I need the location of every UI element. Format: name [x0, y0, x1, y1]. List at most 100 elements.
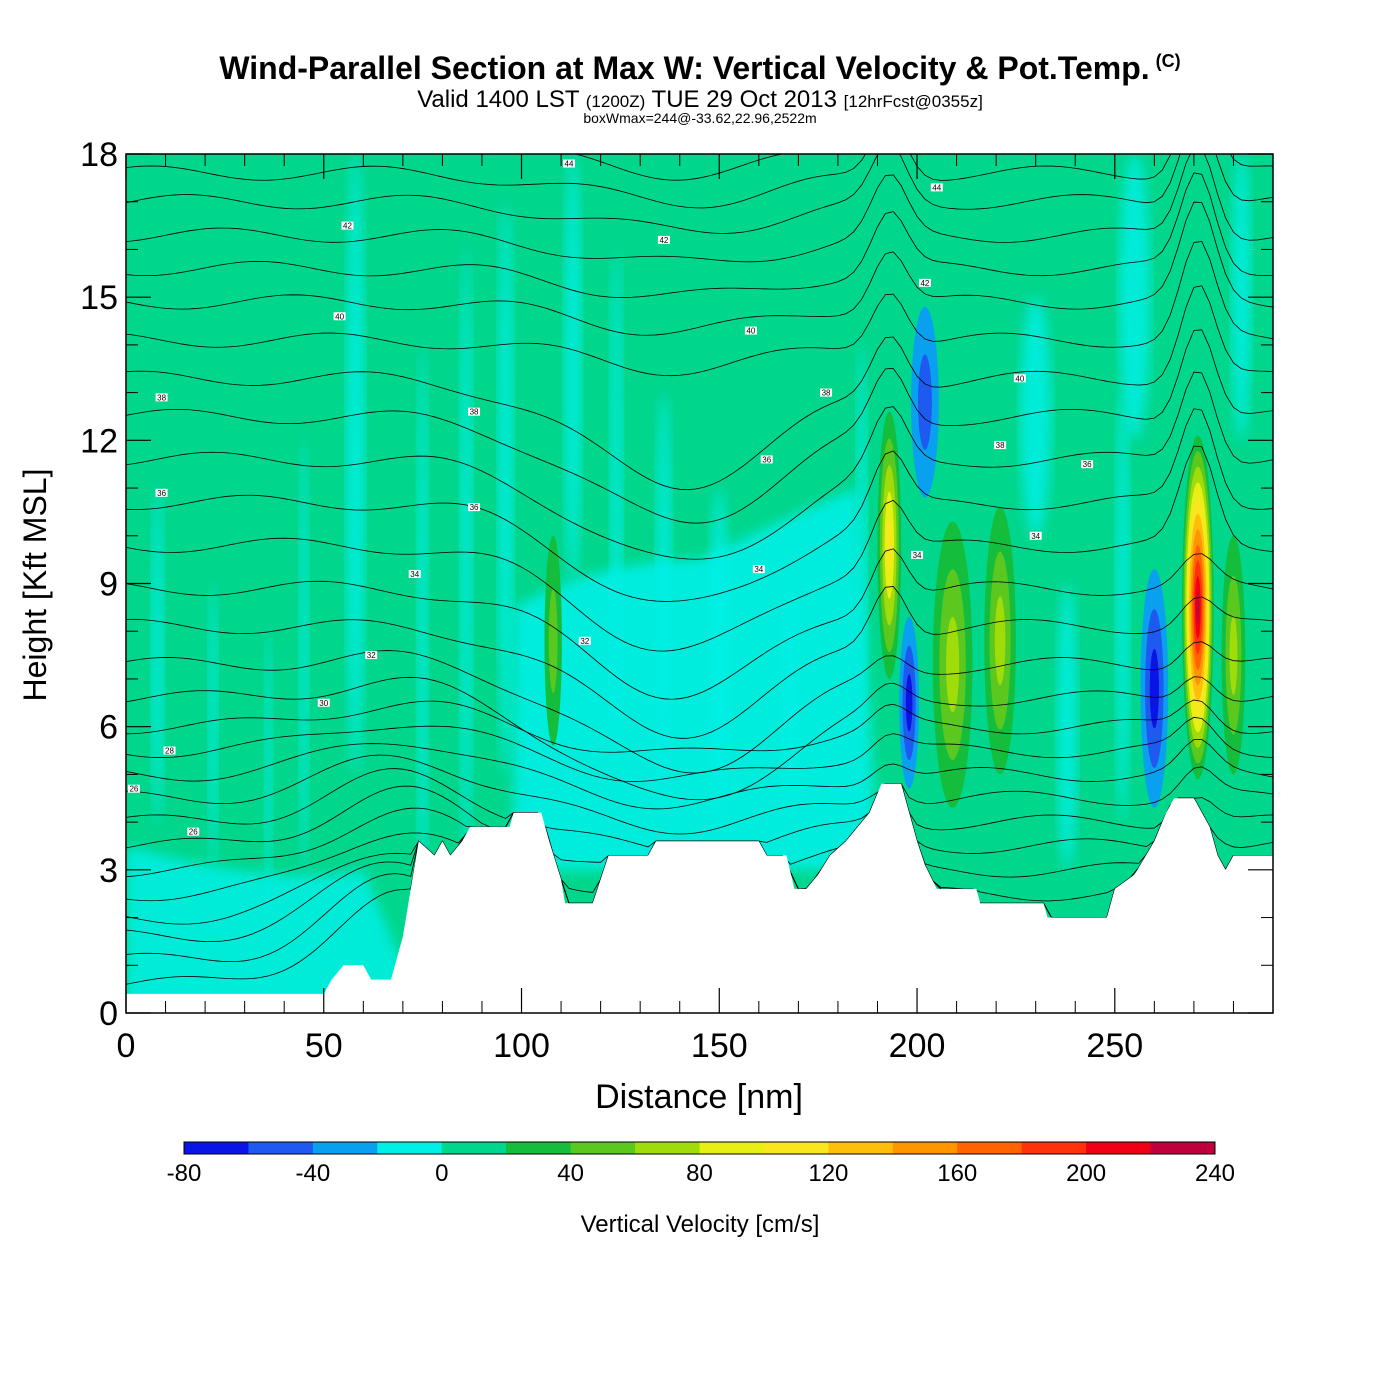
colorbar-swatch [892, 1142, 958, 1154]
theta-label: 32 [580, 637, 589, 646]
x-tick-label: 50 [305, 1027, 343, 1065]
theta-isentrope [126, 172, 1273, 298]
velocity-cell-contour [1196, 591, 1200, 623]
theta-isentrope [126, 154, 1273, 263]
colorbar-swatch [1086, 1142, 1152, 1154]
theta-label: 44 [565, 160, 574, 169]
y-tick-label: 6 [99, 709, 118, 747]
velocity-cell-contour [886, 518, 892, 573]
colorbar-label: Vertical Velocity [cm/s] [581, 1211, 820, 1238]
colorbar-tick-label: 240 [1195, 1160, 1235, 1187]
theta-label-box [365, 651, 378, 660]
colorbar-tick-label: 80 [686, 1160, 713, 1187]
theta-label-box [468, 407, 481, 416]
theta-isentrope [126, 371, 1273, 560]
theta-label: 38 [157, 393, 166, 402]
colorbar-tick-label: 40 [557, 1160, 584, 1187]
velocity-cell-contour [994, 596, 1006, 686]
colorbar-frame [183, 1141, 1216, 1155]
velocity-streak [208, 583, 218, 870]
velocity-streak [1118, 154, 1151, 441]
theta-isentrope [126, 754, 1273, 835]
velocity-cell-contour [946, 616, 960, 713]
theta-label: 42 [920, 279, 929, 288]
colorbar-tick-label: 160 [937, 1160, 977, 1187]
velocity-cell-contour [1229, 615, 1238, 695]
theta-label-box [468, 503, 481, 512]
theta-label-box [994, 441, 1007, 450]
y-tick-label: 18 [80, 136, 118, 174]
colorbar-tick-label: 0 [435, 1160, 448, 1187]
chart-title: Wind-Parallel Section at Max W: Vertical… [219, 50, 1181, 86]
terrain [126, 783, 1273, 1013]
theta-isentrope [126, 699, 1273, 753]
theta-label-box [911, 550, 924, 559]
theta-label-box [760, 455, 773, 464]
theta-label-box [155, 488, 168, 497]
theta-label-box [918, 278, 931, 287]
y-tick-label: 0 [99, 995, 118, 1033]
theta-label: 30 [319, 699, 328, 708]
colorbar-tick-label: 120 [808, 1160, 848, 1187]
theta-label: 36 [470, 503, 479, 512]
velocity-streak [264, 631, 273, 918]
colorbar-swatch [441, 1142, 507, 1154]
theta-label-box [317, 698, 330, 707]
theta-label: 36 [762, 455, 771, 464]
velocity-streak [299, 440, 309, 870]
colorbar-swatch [184, 1142, 249, 1154]
theta-label-box [1013, 374, 1026, 383]
theta-isentrope [126, 641, 1273, 774]
theta-label: 34 [754, 565, 763, 574]
theta-label-box [1081, 460, 1094, 469]
theta-isentrope [126, 738, 1273, 810]
theta-label: 26 [129, 785, 138, 794]
theta-isentrope [126, 586, 1273, 739]
theta-label: 40 [746, 327, 755, 336]
theta-isentrope [126, 285, 1273, 491]
theta-label: 42 [343, 222, 352, 231]
theta-isentrope [126, 329, 1273, 524]
theta-labels: 44 44 42 42 42 40 40 40 38 38 38 38 36 36 36 36 34 34 34 34… [127, 159, 1094, 837]
theta-isentrope [126, 548, 1273, 700]
theta-isentrope [126, 154, 1273, 234]
colorbar-swatch [699, 1142, 765, 1154]
velocity-streak [1115, 392, 1130, 823]
theta-label: 40 [335, 312, 344, 321]
velocity-cell-contour [918, 354, 932, 450]
colorbar-swatch [248, 1142, 314, 1154]
velocity-cell-contour [1149, 648, 1159, 729]
theta-label: 42 [659, 236, 668, 245]
theta-isentrope [455, 154, 784, 181]
x-tick-label: 150 [691, 1027, 748, 1065]
colorbar-tick-labels: -80 -40 0 40 80 120 160 200 240 [167, 1160, 1235, 1187]
theta-label-box [127, 784, 140, 793]
theta-label-box [341, 221, 354, 230]
velocity-region [513, 488, 878, 870]
theta-label-box [744, 326, 757, 335]
theta-label: 32 [367, 651, 376, 660]
velocity-streak [151, 488, 164, 823]
theta-label-box [578, 636, 591, 645]
theta-label-box [820, 388, 833, 397]
x-axis: 0 50 100 150 200 250 [117, 154, 1234, 1065]
theta-label-box [333, 312, 346, 321]
theta-isentrope [126, 154, 1273, 209]
colorbar-swatch [1021, 1142, 1087, 1154]
x-tick-label: 100 [493, 1027, 550, 1065]
theta-isentrope [126, 676, 1273, 801]
velocity-streaks [126, 154, 1252, 1013]
x-tick-label: 200 [889, 1027, 946, 1065]
theta-label: 26 [189, 828, 198, 837]
velocity-cell-contour [548, 588, 558, 694]
theta-label: 44 [932, 183, 941, 192]
theta-label-box [562, 159, 575, 168]
x-tick-label: 0 [117, 1027, 136, 1065]
theta-label: 38 [470, 408, 479, 417]
theta-label-box [155, 393, 168, 402]
theta-label: 34 [913, 551, 922, 560]
theta-label-box [163, 746, 176, 755]
theta-label-box [187, 827, 200, 836]
